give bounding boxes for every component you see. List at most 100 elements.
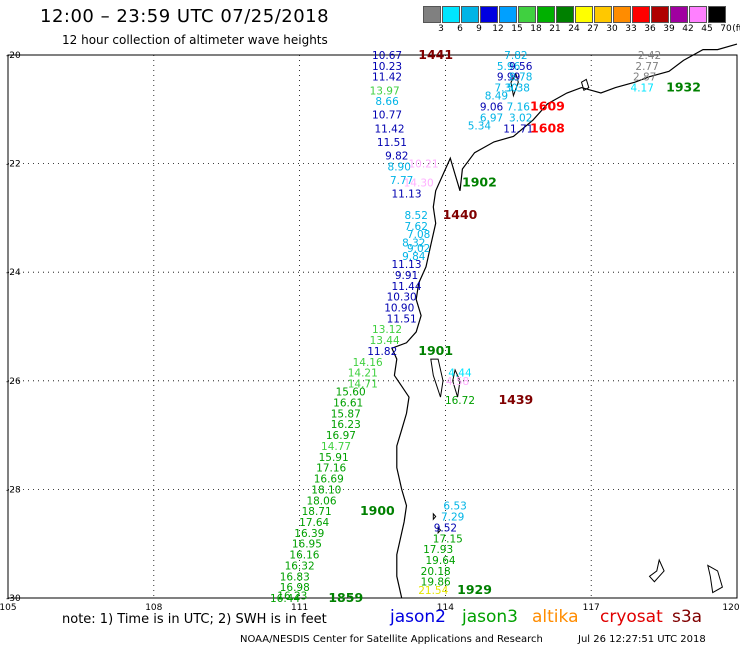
pass-time-label: 1902 [462,175,497,190]
pass-time-label: 1439 [498,392,533,407]
wave-height-label: 5.96 [497,61,521,73]
wave-height-label: 16.72 [445,395,475,407]
lat-tick-label: -28 [6,485,21,495]
wave-height-label: 11.71 [503,123,533,135]
wave-height-label: 2.77 [635,61,658,73]
wave-height-label: 8.78 [509,72,532,84]
scale-label: 12 [492,24,504,34]
wave-height-label: 16.69 [314,474,344,486]
wave-height-label: 10.23 [372,61,402,73]
wave-height-label: 17.93 [423,544,453,556]
pass-time-label: 1440 [443,207,478,222]
wave-height-label: 14.77 [321,441,351,453]
wave-height-label: 8.90 [388,161,411,173]
scale-swatch [518,6,536,23]
wave-height-label: 10.90 [384,302,414,314]
island-outline [437,526,442,535]
wave-height-label: 7.29 [441,512,464,524]
map-subtitle: 12 hour collection of altimeter wave hei… [62,33,328,47]
wave-height-label: 13.97 [370,85,400,97]
lon-tick-label: 114 [437,603,454,613]
scale-swatch [423,6,441,23]
generation-timestamp: Jul 26 12:27:51 UTC 2018 [578,634,706,645]
lat-tick-label: -30 [6,594,21,604]
scale-label: 3 [438,24,444,34]
scale-label: 45 [701,24,713,34]
wave-height-label: 10.21 [408,159,438,171]
pass-time-label: 1932 [666,80,701,95]
wave-height-label: 4.17 [631,83,654,95]
wave-height-label: 11.42 [372,72,402,84]
satellite-label-altika: altika [532,607,579,627]
wave-height-label: 8.49 [485,91,508,103]
wave-height-label: 11.13 [391,188,421,200]
lat-lon-grid [8,55,737,598]
scale-label: 36 [644,24,656,34]
wave-height-label: 14.16 [353,357,383,369]
scale-label: 39 [663,24,675,34]
lat-tick-label: -26 [6,377,21,387]
scale-swatch [689,6,707,23]
scale-label: 9 [476,24,482,34]
wave-height-label: 11.42 [374,123,404,135]
wave-height-label: 9.91 [395,270,418,282]
wave-height-label: 18.06 [306,495,336,507]
pass-time-label: 1608 [530,120,565,135]
coastline [391,43,738,599]
wave-height-label: 14.71 [348,379,378,391]
scale-label: 42 [682,24,694,34]
pass-time-label: 1901 [418,343,453,358]
pass-time-label: 1900 [360,503,395,518]
scale-label: 70 [720,24,732,34]
scale-swatch [575,6,593,23]
peninsula-outline [452,368,461,398]
wave-height-label: 17.15 [433,533,463,545]
wave-height-label: 7.08 [407,229,430,241]
wave-height-label: 16.23 [331,419,361,431]
wave-height-label: 6.97 [480,112,503,124]
lon-tick-label: 120 [722,603,739,613]
island-outline [510,72,519,98]
wave-height-label: 16.39 [294,528,324,540]
wave-height-label: 8.66 [375,96,399,108]
scale-swatch [613,6,631,23]
wave-height-label: 5.38 [507,83,530,95]
scale-label: 27 [587,24,599,34]
scale-label: 6 [457,24,463,34]
map-title: 12:00 – 23:59 UTC 07/25/2018 [40,6,330,27]
wave-height-label: 7.16 [507,102,531,114]
scale-label: 33 [625,24,637,34]
wave-height-label: 9.82 [385,150,408,162]
wave-height-label: 11.51 [377,137,407,149]
scale-label: 30 [606,24,618,34]
scale-swatch [670,6,688,23]
wave-height-label: 7.62 [405,221,428,233]
scale-unit: (ft) [732,24,740,34]
wave-height-label: 16.44 [270,593,300,605]
wave-height-label: 17.64 [299,517,329,529]
wave-height-label: 11.44 [391,281,421,293]
wave-height-label: 11.13 [391,259,421,271]
lon-tick-label: 105 [0,603,17,613]
wave-height-label: 21.54 [418,585,448,597]
island-outline [707,564,723,594]
wave-height-label: 13.44 [370,335,400,347]
wave-height-label: 9.52 [434,522,457,534]
wave-height-label: 10.67 [372,50,402,62]
lon-tick-label: 108 [145,603,162,613]
scale-swatch [556,6,574,23]
wave-height-label: 18.71 [302,506,332,518]
wave-height-label: 19.64 [426,555,456,567]
mainland-coast [391,43,738,599]
wave-height-label: 15.60 [336,387,366,399]
wave-height-label: 9.02 [407,243,430,255]
wave-height-label: 2.42 [638,50,661,62]
footer-note: note: 1) Time is in UTC; 2) SWH is in fe… [62,612,327,627]
wave-height-values: 10.6710.2311.4213.978.6610.7711.4211.519… [270,50,661,605]
scale-label: 18 [530,24,542,34]
wave-height-label: 11.51 [387,313,417,325]
wave-height-label: 11.82 [367,346,397,358]
lon-tick-label: 117 [583,603,600,613]
wave-height-label: 16.95 [292,539,322,551]
pass-time-label: 1929 [457,582,492,597]
